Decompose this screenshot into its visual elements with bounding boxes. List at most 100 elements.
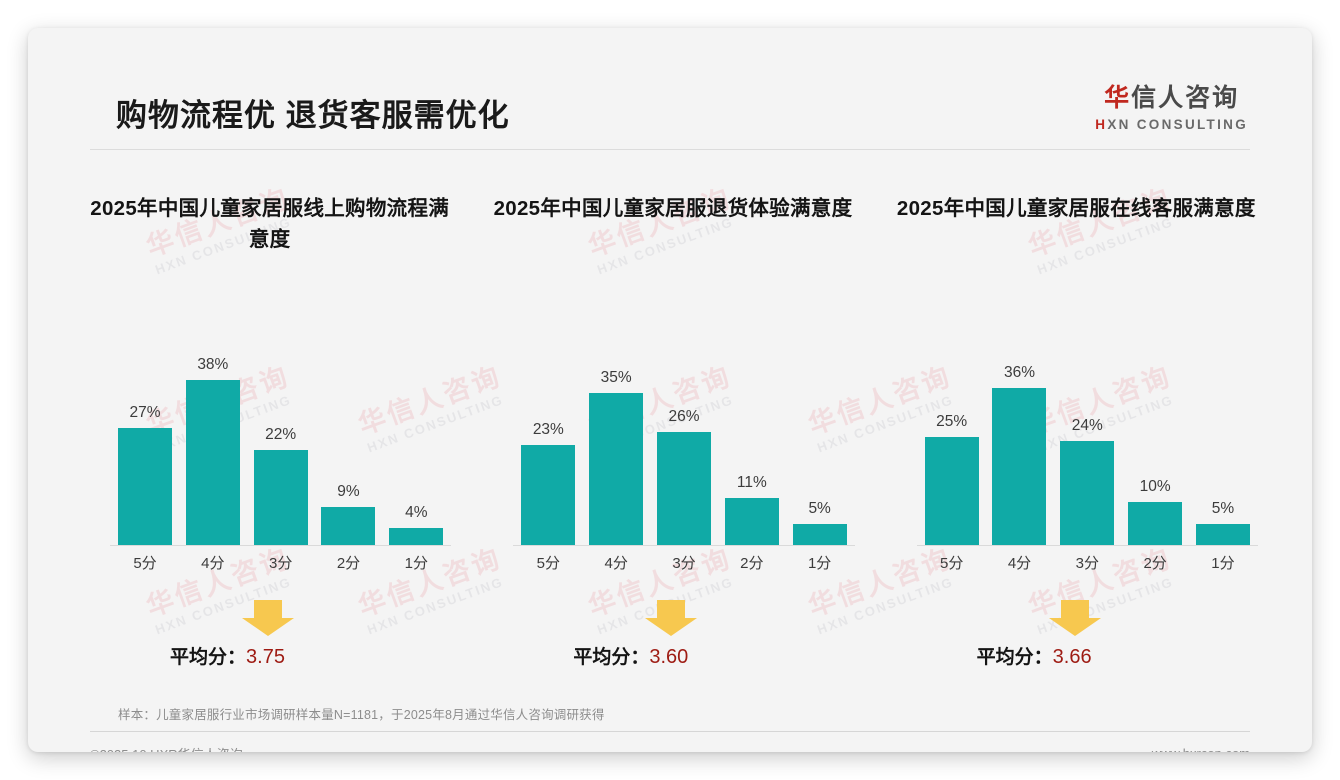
- chart-panel: 2025年中国儿童家居服在线客服满意度 25% 36% 24% 10% 5% 5分 4分 3分 2…: [875, 178, 1278, 678]
- x-axis-tick-label: 4分: [1007, 555, 1032, 572]
- logo-english-text: HXN CONSULTING: [1095, 117, 1248, 132]
- bar-column[interactable]: 38%: [185, 321, 240, 546]
- bar-column[interactable]: 9%: [321, 321, 376, 546]
- bar-column[interactable]: 23%: [521, 321, 576, 546]
- bar-value-label: 35%: [600, 369, 632, 386]
- bar-column[interactable]: 26%: [656, 321, 711, 546]
- logo-rest-chars: 信人咨询: [1131, 84, 1240, 112]
- logo-en-accent: H: [1095, 117, 1108, 132]
- average-score-block: 平均分：3.60: [471, 598, 874, 670]
- average-label: 平均分：: [573, 647, 650, 668]
- chart-panel: 2025年中国儿童家居服退货体验满意度 23% 35% 26% 11% 5% 5分 4分 3分 2…: [471, 178, 874, 678]
- down-arrow-icon: [643, 598, 699, 638]
- charts-row: 2025年中国儿童家居服线上购物流程满意度 27% 38% 22% 9% 4% 5分 4分 3分…: [68, 178, 1278, 678]
- bar-column[interactable]: 35%: [589, 321, 644, 546]
- bar-value-label: 23%: [532, 421, 564, 438]
- x-axis-line: [916, 545, 1258, 546]
- bar[interactable]: [1060, 441, 1115, 546]
- logo-chinese-text: 华信人咨询: [1095, 78, 1248, 114]
- bar[interactable]: [656, 432, 711, 546]
- bar-column[interactable]: 36%: [992, 321, 1047, 546]
- bar-column[interactable]: 24%: [1060, 321, 1115, 546]
- bar-column[interactable]: 22%: [253, 321, 308, 546]
- logo-en-rest: XN CONSULTING: [1107, 117, 1248, 132]
- bar-column[interactable]: 10%: [1128, 321, 1183, 546]
- bar[interactable]: [992, 388, 1047, 546]
- chart-plot-area: 27% 38% 22% 9% 4%: [68, 306, 471, 546]
- x-axis-tick-label: 3分: [268, 555, 293, 572]
- x-axis-labels: 5分 4分 3分 2分 1分: [118, 552, 443, 573]
- bar[interactable]: [792, 524, 847, 546]
- bar-value-label: 10%: [1139, 478, 1171, 495]
- bar-value-label: 38%: [197, 356, 229, 373]
- company-logo: 华信人咨询 HXN CONSULTING: [1095, 78, 1248, 132]
- bar[interactable]: [1128, 502, 1183, 546]
- website-url: www.hxrcon.com: [1152, 746, 1250, 753]
- bar-value-label: 24%: [1071, 417, 1103, 434]
- x-axis-tick-label: 5分: [939, 555, 964, 572]
- average-score-text: 平均分：3.75: [170, 642, 285, 669]
- x-axis-tick-label: 2分: [740, 555, 764, 572]
- bar-value-label: 26%: [668, 408, 700, 425]
- footer-divider: [90, 731, 1250, 732]
- x-axis-tick-label: 1分: [807, 555, 832, 572]
- x-axis-tick-label: 1分: [1211, 555, 1235, 572]
- x-axis-tick-label: 2分: [336, 555, 361, 572]
- average-score-text: 平均分：3.66: [977, 642, 1092, 669]
- x-axis-labels: 5分 4分 3分 2分 1分: [521, 552, 846, 573]
- x-axis-tick-label: 4分: [604, 555, 628, 572]
- bar-column[interactable]: 5%: [1195, 321, 1250, 546]
- copyright-text: ©2025.10 HXR华信人咨询: [90, 744, 243, 753]
- bar-group: 25% 36% 24% 10% 5%: [924, 321, 1250, 546]
- bar-value-label: 25%: [936, 413, 968, 430]
- average-value: 3.60: [649, 646, 689, 668]
- slide-footer: ©2025.10 HXR华信人咨询 www.hxrcon.com: [90, 738, 1250, 753]
- chart-panel: 2025年中国儿童家居服线上购物流程满意度 27% 38% 22% 9% 4% 5分 4分 3分…: [68, 178, 471, 678]
- average-score-block: 平均分：3.75: [68, 598, 471, 670]
- x-axis-labels: 5分 4分 3分 2分 1分: [925, 552, 1250, 573]
- slide-header: 购物流程优 退货客服需优化 华信人咨询 HXN CONSULTING: [90, 64, 1250, 148]
- x-axis-line: [513, 545, 855, 546]
- bar-value-label: 5%: [1211, 500, 1235, 517]
- chart-title: 2025年中国儿童家居服在线客服满意度: [896, 197, 1256, 220]
- bar[interactable]: [724, 498, 779, 546]
- bar-value-label: 4%: [405, 504, 428, 521]
- chart-plot-area: 25% 36% 24% 10% 5%: [875, 306, 1278, 546]
- bar-column[interactable]: 11%: [724, 321, 779, 546]
- bar[interactable]: [1195, 524, 1250, 546]
- x-axis-tick-label: 5分: [536, 555, 560, 572]
- average-score-block: 平均分：3.66: [875, 598, 1278, 670]
- title-divider: [90, 149, 1250, 150]
- page-title: 购物流程优 退货客服需优化: [116, 98, 510, 133]
- bar-value-label: 5%: [808, 500, 831, 517]
- bar-value-label: 36%: [1003, 364, 1035, 381]
- average-value: 3.75: [246, 646, 285, 668]
- down-arrow-icon: [1047, 598, 1103, 638]
- sample-footnote: 样本：儿童家居服行业市场调研样本量N=1181，于2025年8月通过华信人咨询调…: [118, 708, 605, 722]
- average-score-text: 平均分：3.60: [573, 642, 688, 669]
- bar[interactable]: [118, 428, 172, 546]
- bar[interactable]: [185, 380, 240, 546]
- bar[interactable]: [521, 445, 576, 546]
- bar-column[interactable]: 25%: [924, 321, 979, 546]
- slide-canvas: 华信人咨询 HXN CONSULTING 华信人咨询 HXN CONSULTING 华信…: [28, 28, 1312, 752]
- bar[interactable]: [389, 528, 444, 546]
- x-axis-tick-label: 1分: [404, 555, 428, 572]
- bar-group: 27% 38% 22% 9% 4%: [118, 321, 444, 546]
- bar-column[interactable]: 5%: [792, 321, 847, 546]
- x-axis-tick-label: 3分: [672, 555, 696, 572]
- x-axis-tick-label: 3分: [1075, 555, 1099, 572]
- average-label: 平均分：: [976, 647, 1053, 668]
- bar[interactable]: [924, 437, 979, 546]
- bar[interactable]: [589, 393, 644, 546]
- bar[interactable]: [321, 507, 376, 546]
- bar-column[interactable]: 4%: [389, 321, 444, 546]
- bar[interactable]: [253, 450, 308, 546]
- bar-column[interactable]: 27%: [118, 321, 172, 546]
- chart-plot-area: 23% 35% 26% 11% 5%: [471, 306, 874, 546]
- chart-title: 2025年中国儿童家居服线上购物流程满意度: [90, 197, 450, 251]
- bar-value-label: 27%: [129, 404, 161, 421]
- x-axis-tick-label: 5分: [133, 555, 157, 572]
- bar-value-label: 22%: [265, 426, 297, 443]
- bar-group: 23% 35% 26% 11% 5%: [521, 321, 847, 546]
